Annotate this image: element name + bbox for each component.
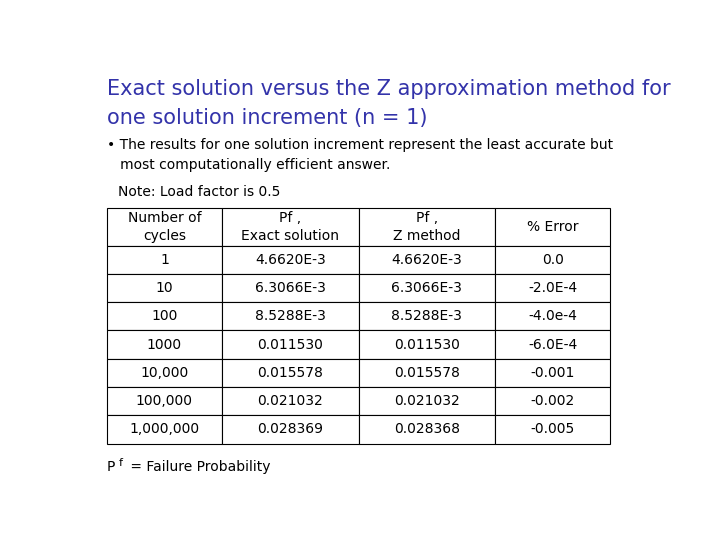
- Text: Number of
cycles: Number of cycles: [127, 211, 202, 243]
- Text: 0.028369: 0.028369: [257, 422, 323, 436]
- Bar: [222, 415, 359, 443]
- Text: 6.3066E-3: 6.3066E-3: [391, 281, 462, 295]
- Bar: [107, 415, 222, 443]
- Bar: [495, 387, 611, 415]
- Text: 0.011530: 0.011530: [394, 338, 459, 352]
- Text: 6.3066E-3: 6.3066E-3: [255, 281, 325, 295]
- Bar: [359, 359, 495, 387]
- Text: 8.5288E-3: 8.5288E-3: [255, 309, 325, 323]
- Bar: [222, 302, 359, 330]
- Text: 0.011530: 0.011530: [257, 338, 323, 352]
- Text: 100,000: 100,000: [136, 394, 193, 408]
- Text: 1000: 1000: [147, 338, 182, 352]
- Text: -0.002: -0.002: [531, 394, 575, 408]
- Text: most computationally efficient answer.: most computationally efficient answer.: [107, 158, 390, 172]
- Bar: [107, 208, 222, 246]
- Bar: [222, 274, 359, 302]
- Bar: [107, 302, 222, 330]
- Text: one solution increment (n = 1): one solution increment (n = 1): [107, 109, 427, 129]
- Text: 0.028368: 0.028368: [394, 422, 459, 436]
- Bar: [107, 274, 222, 302]
- Text: f: f: [119, 458, 123, 468]
- Bar: [359, 274, 495, 302]
- Bar: [222, 246, 359, 274]
- Bar: [222, 387, 359, 415]
- Bar: [359, 330, 495, 359]
- Bar: [495, 208, 611, 246]
- Bar: [495, 246, 611, 274]
- Text: 10: 10: [156, 281, 174, 295]
- Text: • The results for one solution increment represent the least accurate but: • The results for one solution increment…: [107, 138, 613, 152]
- Text: 8.5288E-3: 8.5288E-3: [391, 309, 462, 323]
- Text: P: P: [107, 460, 115, 474]
- Text: 1,000,000: 1,000,000: [130, 422, 199, 436]
- Bar: [495, 274, 611, 302]
- Bar: [495, 415, 611, 443]
- Text: -6.0E-4: -6.0E-4: [528, 338, 577, 352]
- Text: 4.6620E-3: 4.6620E-3: [255, 253, 325, 267]
- Text: 4.6620E-3: 4.6620E-3: [392, 253, 462, 267]
- Text: -0.001: -0.001: [531, 366, 575, 380]
- Text: 0.021032: 0.021032: [394, 394, 459, 408]
- Text: Pf ,
Z method: Pf , Z method: [393, 211, 461, 243]
- Text: 1: 1: [160, 253, 169, 267]
- Bar: [359, 302, 495, 330]
- Text: -4.0e-4: -4.0e-4: [528, 309, 577, 323]
- Text: -0.005: -0.005: [531, 422, 575, 436]
- Text: Pf ,
Exact solution: Pf , Exact solution: [241, 211, 339, 243]
- Bar: [107, 246, 222, 274]
- Bar: [495, 302, 611, 330]
- Text: 0.021032: 0.021032: [258, 394, 323, 408]
- Bar: [495, 359, 611, 387]
- Text: 0.015578: 0.015578: [394, 366, 459, 380]
- Bar: [222, 359, 359, 387]
- Text: 100: 100: [151, 309, 178, 323]
- Bar: [359, 387, 495, 415]
- Text: Exact solution versus the Z approximation method for: Exact solution versus the Z approximatio…: [107, 79, 670, 99]
- Text: 10,000: 10,000: [140, 366, 189, 380]
- Bar: [107, 330, 222, 359]
- Bar: [359, 415, 495, 443]
- Bar: [359, 208, 495, 246]
- Text: 0.015578: 0.015578: [257, 366, 323, 380]
- Text: 0.0: 0.0: [541, 253, 564, 267]
- Text: -2.0E-4: -2.0E-4: [528, 281, 577, 295]
- Bar: [107, 387, 222, 415]
- Bar: [359, 246, 495, 274]
- Text: % Error: % Error: [527, 220, 578, 234]
- Bar: [107, 359, 222, 387]
- Text: Note: Load factor is 0.5: Note: Load factor is 0.5: [118, 185, 280, 199]
- Bar: [222, 330, 359, 359]
- Bar: [495, 330, 611, 359]
- Text: = Failure Probability: = Failure Probability: [126, 460, 271, 474]
- Bar: [222, 208, 359, 246]
